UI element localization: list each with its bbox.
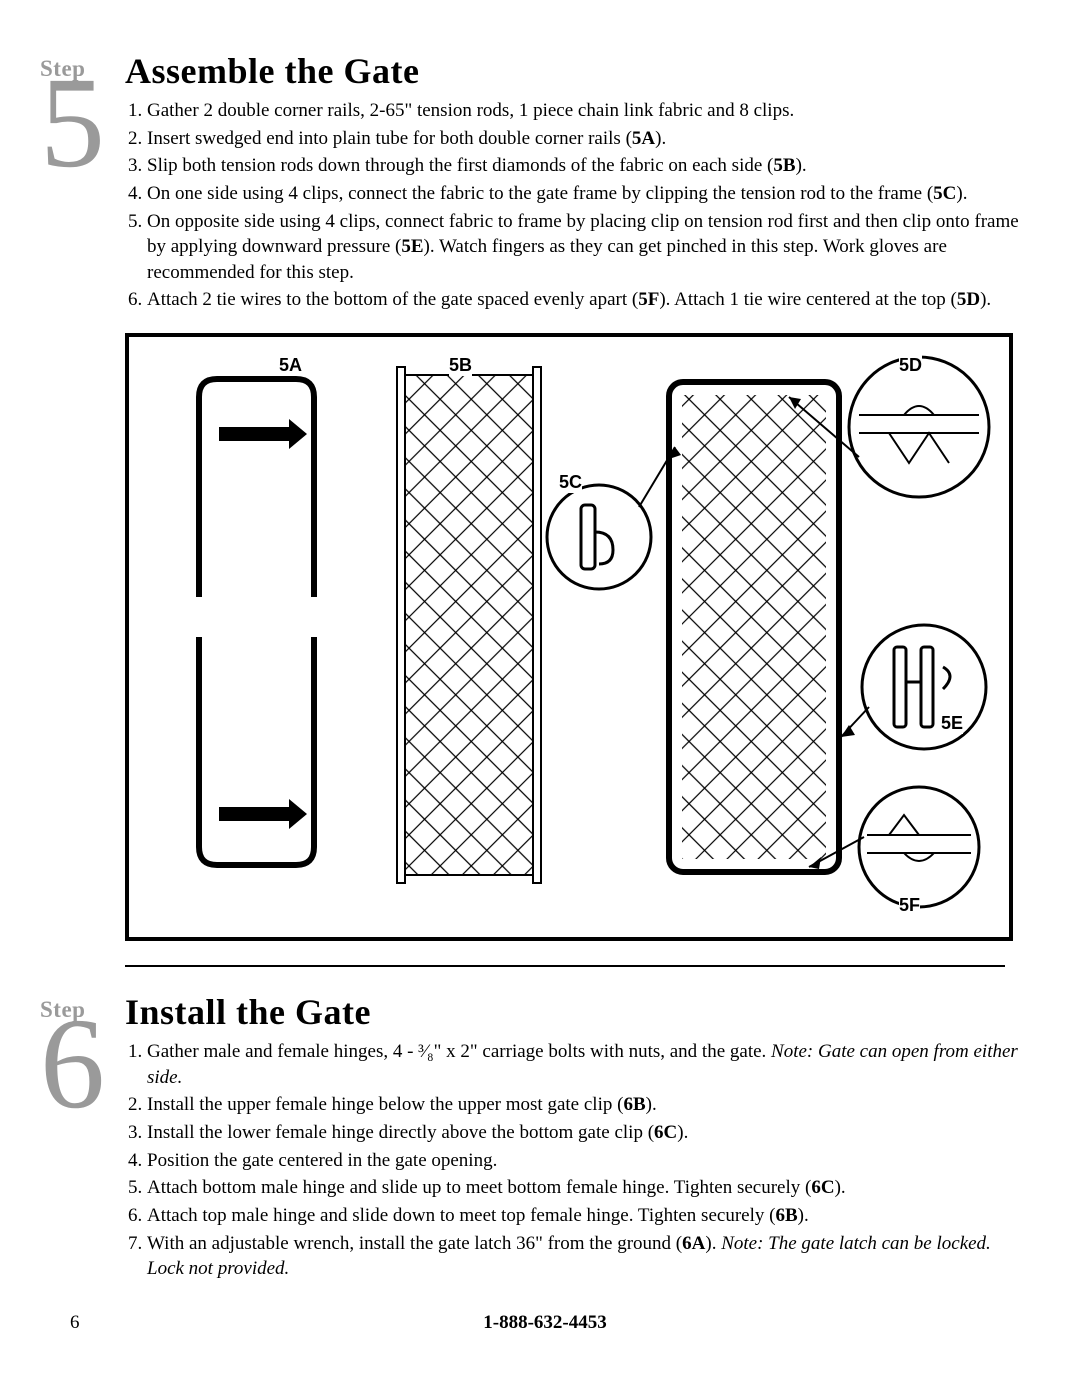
footer-phone: 1-888-632-4453 bbox=[110, 1312, 980, 1334]
section-divider bbox=[125, 965, 1005, 967]
step-5-diagram: 5A 5B 5C 5D 5E 5F bbox=[125, 333, 1013, 941]
step-5-instructions: Gather 2 double corner rails, 2-65" tens… bbox=[125, 98, 1030, 313]
step-5-item: Slip both tension rods down through the … bbox=[147, 153, 1030, 179]
step-5-item: Insert swedged end into plain tube for b… bbox=[147, 126, 1030, 152]
step-5-item: Gather 2 double corner rails, 2-65" tens… bbox=[147, 98, 1030, 124]
step-6-item: Install the lower female hinge directly … bbox=[147, 1120, 1030, 1146]
step-6-item: Install the upper female hinge below the… bbox=[147, 1092, 1030, 1118]
step-6-title: Install the Gate bbox=[125, 991, 1030, 1033]
diagram-label-5d: 5D bbox=[899, 355, 922, 376]
step-6-item: Gather male and female hinges, 4 - ³⁄₈" … bbox=[147, 1039, 1030, 1090]
step-6-item: Attach top male hinge and slide down to … bbox=[147, 1203, 1030, 1229]
step-5-content: Assemble the Gate Gather 2 double corner… bbox=[125, 50, 1030, 313]
step-6-number: 6 bbox=[40, 999, 105, 1129]
footer-spacer bbox=[980, 1312, 1020, 1334]
step-6-instructions: Gather male and female hinges, 4 - ³⁄₈" … bbox=[125, 1039, 1030, 1282]
diagram-label-5f: 5F bbox=[899, 895, 920, 916]
step-6-item: With an adjustable wrench, install the g… bbox=[147, 1231, 1030, 1282]
diagram-svg bbox=[129, 337, 1009, 937]
step-6: Step 6 Install the Gate Gather male and … bbox=[50, 991, 1030, 1282]
step-5: Step 5 Assemble the Gate Gather 2 double… bbox=[50, 50, 1030, 313]
step-5-item: On one side using 4 clips, connect the f… bbox=[147, 181, 1030, 207]
diagram-label-5b: 5B bbox=[449, 355, 472, 376]
page-number: 6 bbox=[70, 1312, 110, 1334]
diagram-label-5c: 5C bbox=[559, 472, 582, 493]
step-6-item: Position the gate centered in the gate o… bbox=[147, 1148, 1030, 1174]
page-footer: 6 1-888-632-4453 bbox=[50, 1312, 1030, 1334]
page: Step 5 Assemble the Gate Gather 2 double… bbox=[0, 0, 1080, 1364]
step-5-item: On opposite side using 4 clips, connect … bbox=[147, 209, 1030, 286]
step-6-item: Attach bottom male hinge and slide up to… bbox=[147, 1175, 1030, 1201]
step-5-number: 5 bbox=[40, 58, 105, 188]
step-6-content: Install the Gate Gather male and female … bbox=[125, 991, 1030, 1282]
step-5-title: Assemble the Gate bbox=[125, 50, 1030, 92]
diagram-label-5e: 5E bbox=[941, 713, 963, 734]
diagram-label-5a: 5A bbox=[279, 355, 302, 376]
step-5-item: Attach 2 tie wires to the bottom of the … bbox=[147, 287, 1030, 313]
